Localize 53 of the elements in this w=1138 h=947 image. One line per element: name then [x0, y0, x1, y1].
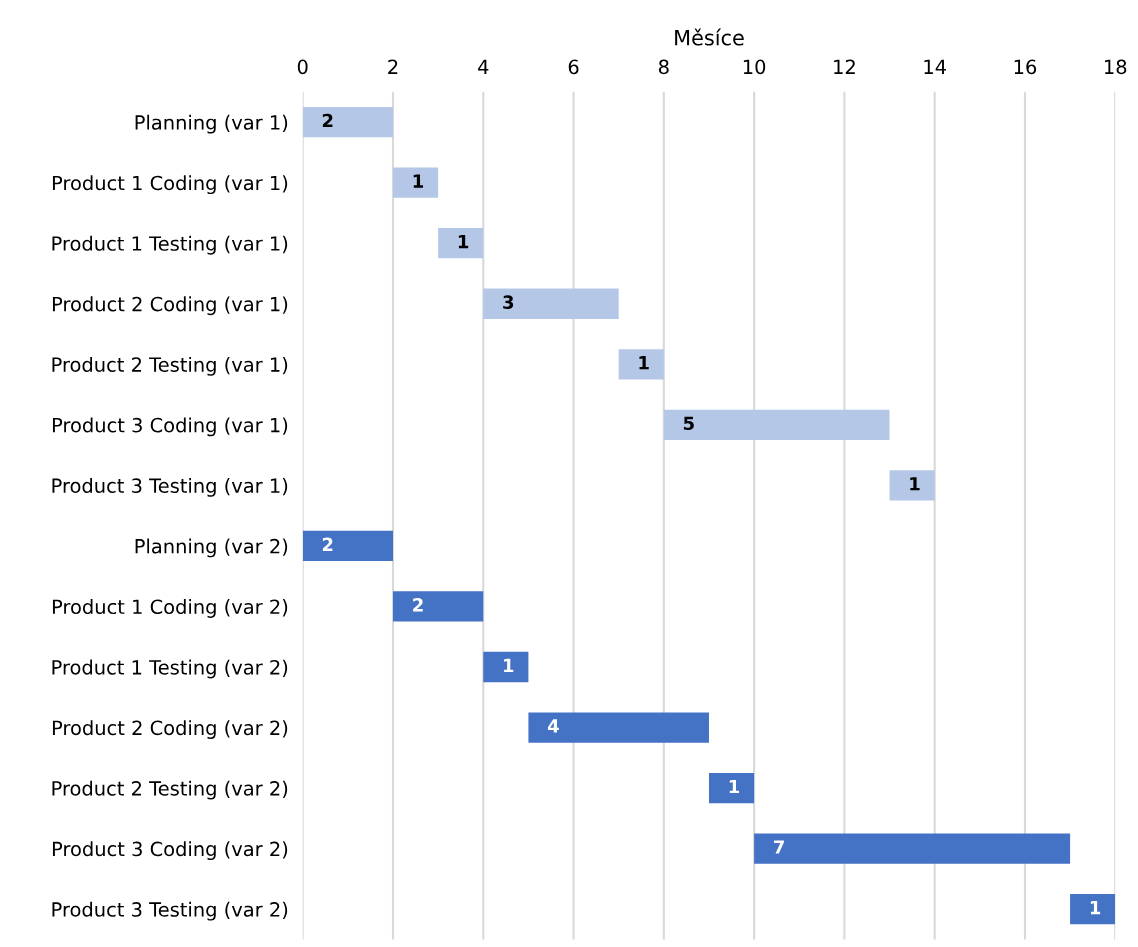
- data-label: 1: [910, 477, 920, 491]
- y-tick-label: Product 1 Testing (var 1): [52, 235, 288, 255]
- data-label: 3: [503, 295, 514, 309]
- data-label: 2: [413, 598, 423, 612]
- x-axis-title: Měsíce: [675, 28, 744, 46]
- bar: [438, 228, 484, 259]
- y-tick-label: Product 1 Testing (var 2): [52, 659, 288, 679]
- y-tick-label: Product 2 Coding (var 2): [52, 720, 288, 739]
- x-tick-label: 2: [388, 59, 398, 74]
- data-label: 1: [413, 174, 424, 188]
- bar: [483, 288, 619, 319]
- x-tick-label: 10: [743, 59, 766, 75]
- bar: [618, 349, 664, 380]
- bar: [392, 167, 439, 198]
- y-tick-label: Product 1 Coding (var 2): [52, 599, 288, 618]
- bar: [708, 772, 755, 804]
- y-tick-label: Product 2 Testing (var 1): [52, 356, 288, 376]
- y-tick-label: Product 2 Coding (var 1): [52, 296, 288, 316]
- data-label: 1: [639, 356, 649, 370]
- data-label: 1: [504, 658, 514, 672]
- bar: [528, 712, 709, 743]
- x-tick-label: 14: [924, 59, 946, 74]
- y-tick-label: Planning (var 1): [135, 114, 288, 134]
- y-tick-label: Planning (var 2): [135, 538, 288, 558]
- bar: [392, 591, 484, 622]
- bar: [1070, 894, 1116, 925]
- data-label: 4: [547, 719, 559, 733]
- data-label: 1: [458, 235, 469, 249]
- y-tick-label: Product 3 Testing (var 2): [52, 901, 288, 921]
- bar: [754, 833, 1071, 864]
- bar: [663, 409, 890, 440]
- bar: [302, 530, 393, 562]
- bar: [302, 106, 393, 138]
- x-tick-label: 0: [297, 59, 308, 75]
- y-tick-label: Product 3 Testing (var 1): [52, 477, 288, 497]
- data-label: 5: [683, 416, 694, 431]
- data-label: 1: [729, 779, 740, 794]
- y-tick-label: Product 2 Testing (var 2): [52, 780, 288, 800]
- bar: [889, 470, 935, 501]
- data-label: 1: [1090, 900, 1101, 915]
- y-tick-label: Product 1 Coding (var 1): [52, 175, 288, 195]
- data-label: 2: [322, 537, 333, 551]
- x-tick-label: 6: [568, 59, 579, 75]
- x-tick-label: 12: [834, 59, 855, 74]
- y-tick-label: Product 3 Coding (var 1): [52, 417, 288, 437]
- x-tick-label: 4: [478, 59, 489, 74]
- x-tick-label: 16: [1014, 59, 1037, 75]
- y-tick-label: Product 3 Coding (var 2): [52, 841, 288, 861]
- data-label: 7: [774, 840, 784, 854]
- bar: [483, 651, 529, 683]
- x-tick-label: 8: [658, 59, 669, 75]
- data-label: 2: [322, 113, 333, 128]
- x-tick-label: 18: [1105, 59, 1127, 75]
